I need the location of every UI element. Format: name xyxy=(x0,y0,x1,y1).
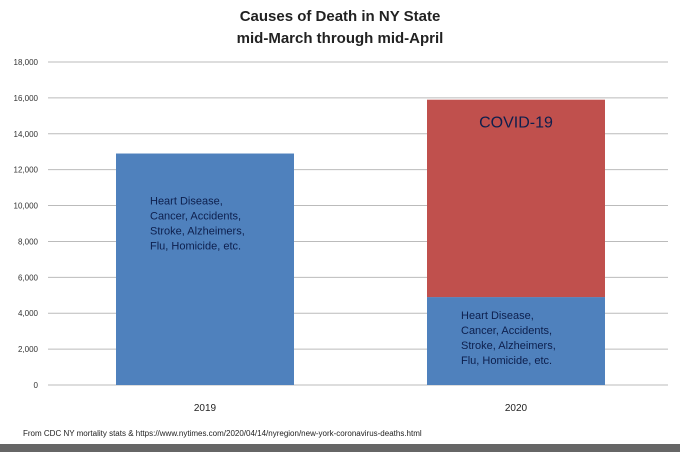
y-tick-label: 16,000 xyxy=(14,94,39,103)
y-tick-label: 4,000 xyxy=(18,309,39,318)
data-label: COVID-19 xyxy=(479,115,553,132)
data-label: Heart Disease, Cancer, Accidents, Stroke, … xyxy=(461,310,556,367)
bar-segment xyxy=(116,153,294,385)
y-tick-label: 0 xyxy=(34,381,39,390)
y-tick-label: 6,000 xyxy=(18,273,39,282)
x-tick-label: 2020 xyxy=(505,403,528,414)
chart-title: Causes of Death in NY State xyxy=(239,8,441,25)
y-tick-label: 10,000 xyxy=(14,202,39,211)
y-tick-label: 12,000 xyxy=(14,166,39,175)
y-tick-label: 2,000 xyxy=(18,345,39,354)
bar-segment xyxy=(427,297,605,385)
x-tick-label: 2019 xyxy=(194,403,217,414)
bar-segment xyxy=(427,99,605,298)
source-note: From CDC NY mortality stats & https://ww… xyxy=(23,429,422,438)
bottom-band xyxy=(0,444,680,452)
y-tick-label: 8,000 xyxy=(18,237,39,246)
chart-subtitle: mid-March through mid-April xyxy=(236,30,444,47)
y-tick-label: 18,000 xyxy=(14,58,39,67)
y-tick-label: 14,000 xyxy=(14,130,39,139)
data-label: Heart Disease, Cancer, Accidents, Stroke, … xyxy=(150,196,245,253)
